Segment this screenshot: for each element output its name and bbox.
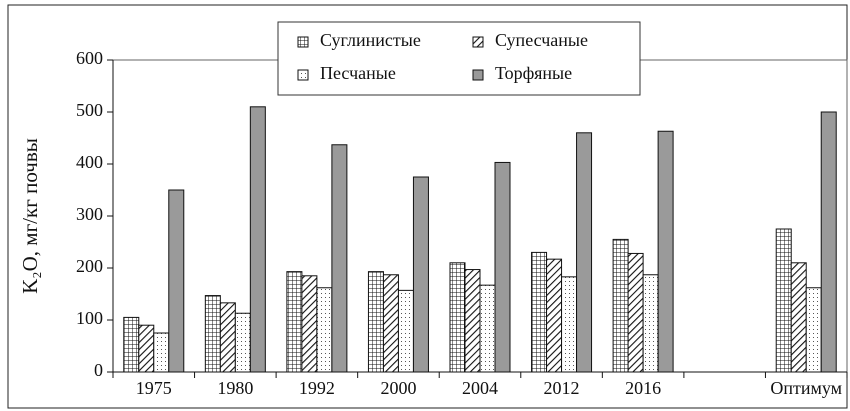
x-tick-label: 2000 — [380, 378, 416, 398]
legend-label: Суглинистые — [320, 30, 421, 50]
x-tick-label: Оптимум — [770, 378, 842, 398]
bar — [219, 302, 236, 373]
bar — [234, 312, 251, 373]
y-tick-label: 600 — [76, 48, 103, 68]
bar — [627, 252, 644, 373]
legend-swatch — [472, 69, 484, 81]
legend-swatch — [472, 36, 484, 48]
bar — [657, 130, 674, 373]
bar — [805, 287, 822, 373]
bar — [412, 176, 429, 373]
x-tick-label: 2004 — [462, 378, 498, 398]
bar — [138, 324, 155, 373]
legend-swatch — [297, 69, 309, 81]
x-tick-label: 1975 — [136, 378, 172, 398]
bar — [494, 161, 511, 373]
x-tick-label: 1992 — [299, 378, 335, 398]
bar — [123, 316, 140, 373]
bar — [576, 132, 593, 373]
x-tick-label: 1980 — [217, 378, 253, 398]
bar — [820, 111, 837, 373]
bar — [464, 269, 481, 373]
bar — [612, 238, 629, 373]
y-axis-label: K₂O, мг/кг почвы — [18, 138, 42, 294]
bar — [775, 228, 792, 373]
legend-box — [277, 21, 641, 96]
y-tick-label: 500 — [76, 100, 103, 120]
y-tick-label: 100 — [76, 308, 103, 328]
bar — [546, 258, 563, 373]
bar — [249, 106, 266, 373]
x-tick-label: 2012 — [544, 378, 580, 398]
y-tick-label: 400 — [76, 152, 103, 172]
bar — [449, 262, 466, 373]
y-tick-label: 0 — [94, 360, 103, 380]
bar — [561, 276, 578, 373]
y-tick-label: 200 — [76, 256, 103, 276]
bar — [790, 262, 807, 373]
bar — [286, 271, 303, 373]
legend-swatch — [297, 36, 309, 48]
x-tick-label: 2016 — [625, 378, 661, 398]
bar — [331, 144, 348, 373]
bar — [316, 287, 333, 373]
bar — [301, 275, 318, 373]
bar — [531, 251, 548, 373]
bar — [642, 274, 659, 373]
bar — [382, 274, 399, 373]
legend-label: Песчаные — [320, 63, 396, 83]
legend-label: Торфяные — [495, 63, 572, 83]
bar — [367, 271, 384, 373]
bar — [153, 332, 170, 373]
legend-label: Супесчаные — [495, 30, 588, 50]
bar — [168, 189, 185, 373]
y-tick-label: 300 — [76, 204, 103, 224]
bar — [479, 284, 496, 373]
bar — [397, 289, 414, 373]
bar — [204, 295, 221, 373]
